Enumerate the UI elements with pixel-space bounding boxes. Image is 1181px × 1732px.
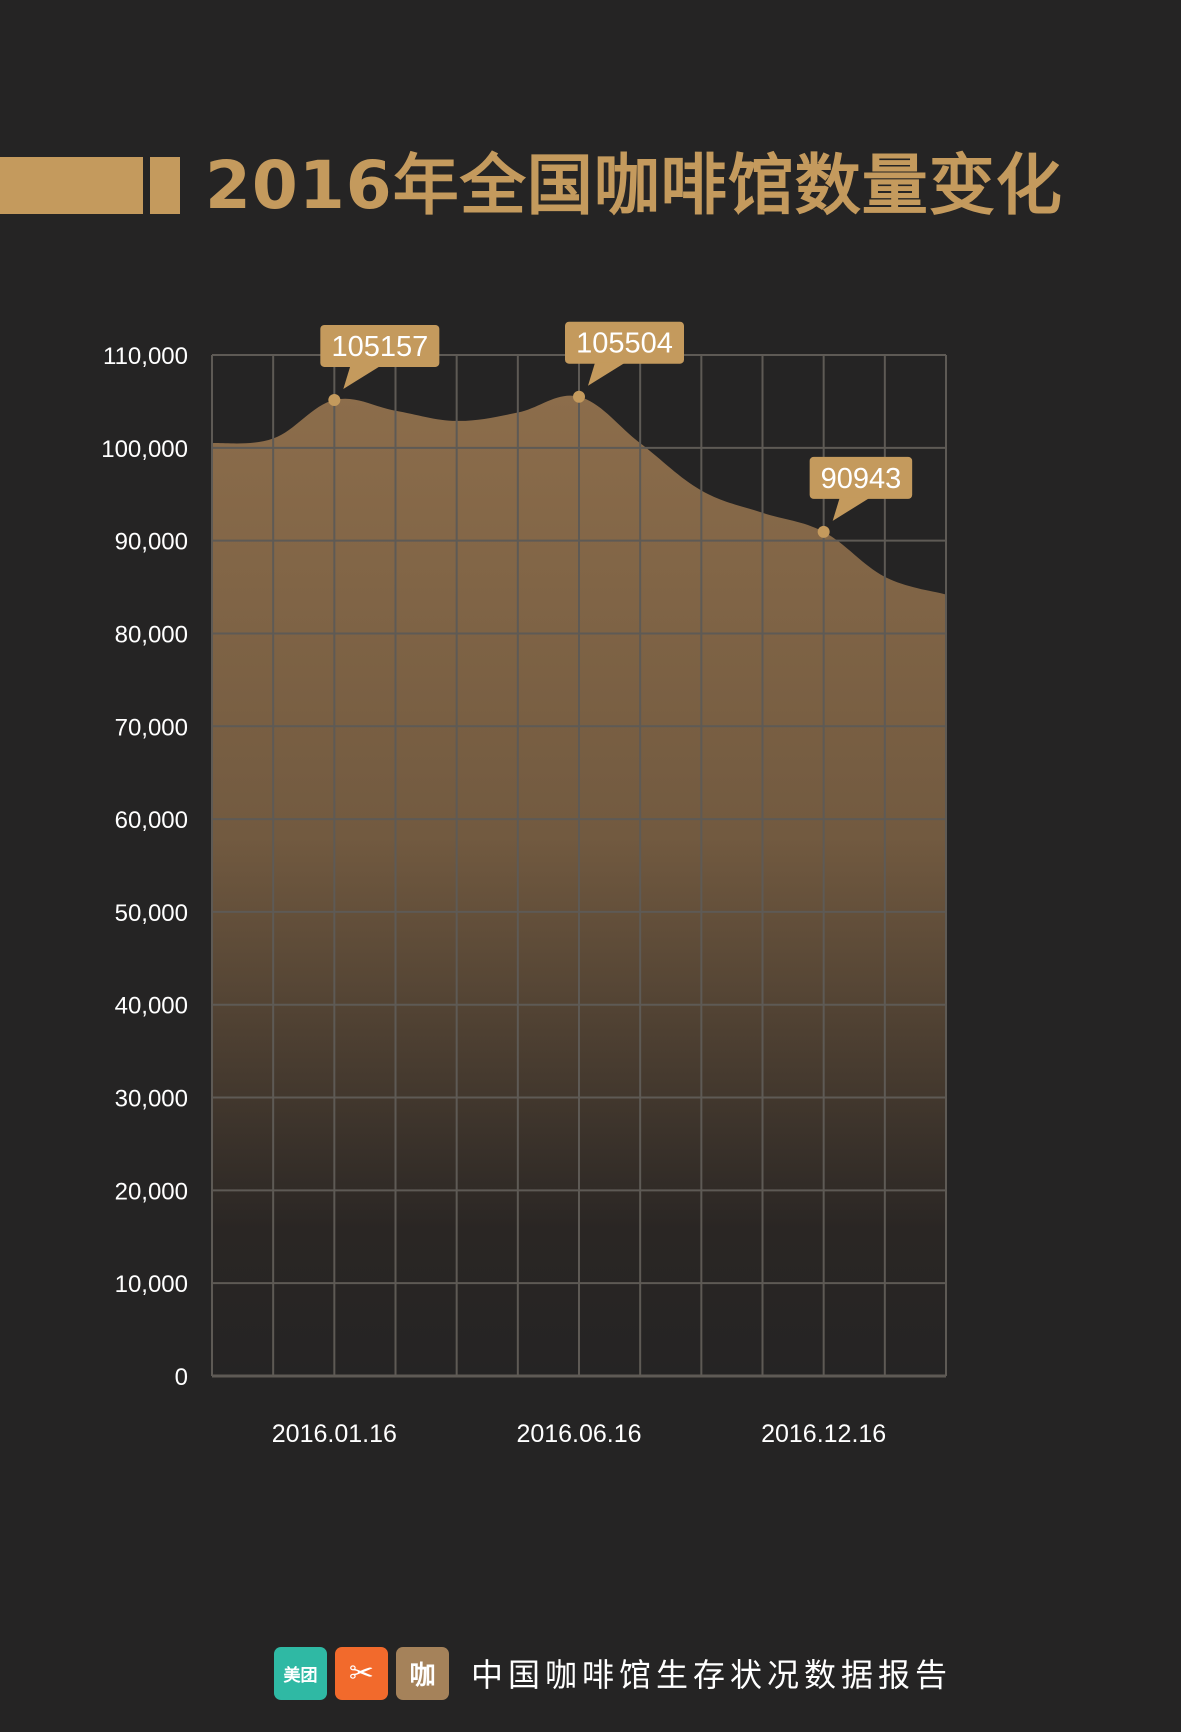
dianping-logo-icon: ✂ — [335, 1646, 388, 1700]
y-tick-label: 10,000 — [115, 1271, 188, 1298]
x-tick-label: 2016.12.16 — [761, 1420, 886, 1448]
x-tick-label: 2016.06.16 — [516, 1420, 641, 1448]
title-accent-bar — [0, 157, 143, 214]
x-tick-label: 2016.01.16 — [272, 1420, 397, 1448]
data-point — [817, 525, 830, 538]
callout-pointer — [588, 362, 625, 386]
callout-pointer — [343, 365, 381, 389]
data-label: 90943 — [821, 463, 902, 495]
y-tick-label: 60,000 — [115, 807, 188, 834]
y-tick-label: 30,000 — [115, 1086, 188, 1113]
callout-box — [320, 324, 440, 367]
y-tick-label: 40,000 — [115, 993, 188, 1020]
data-label: 105504 — [576, 328, 673, 360]
data-point — [573, 390, 585, 403]
callout-box — [565, 321, 684, 364]
footer: 美团 ✂ 咖 中国咖啡馆生存状况数据报告 — [274, 1645, 952, 1701]
y-tick-label: 50,000 — [115, 900, 188, 927]
y-tick-label: 100,000 — [101, 436, 188, 463]
y-tick-label: 70,000 — [115, 714, 188, 741]
title-accent-bar-small — [150, 157, 180, 214]
meituan-logo-icon: 美团 — [274, 1646, 327, 1700]
callout-pointer — [832, 497, 870, 521]
footer-text: 中国咖啡馆生存状况数据报告 — [471, 1656, 953, 1694]
y-tick-label: 0 — [175, 1364, 188, 1391]
y-tick-label: 20,000 — [115, 1178, 188, 1205]
area-chart: 0 10,000 20,000 30,000 40,000 50,000 60,000 70,… — [101, 321, 947, 1448]
y-tick-label: 90,000 — [115, 529, 188, 556]
kafei-logo-icon: 咖 — [396, 1646, 449, 1700]
y-tick-label: 110,000 — [103, 343, 188, 370]
data-label: 105157 — [331, 331, 428, 363]
y-tick-label: 80,000 — [115, 621, 188, 648]
page-title: 2016年全国咖啡馆数量变化 — [205, 147, 1063, 224]
data-point — [328, 393, 341, 406]
callout-box — [809, 456, 913, 499]
